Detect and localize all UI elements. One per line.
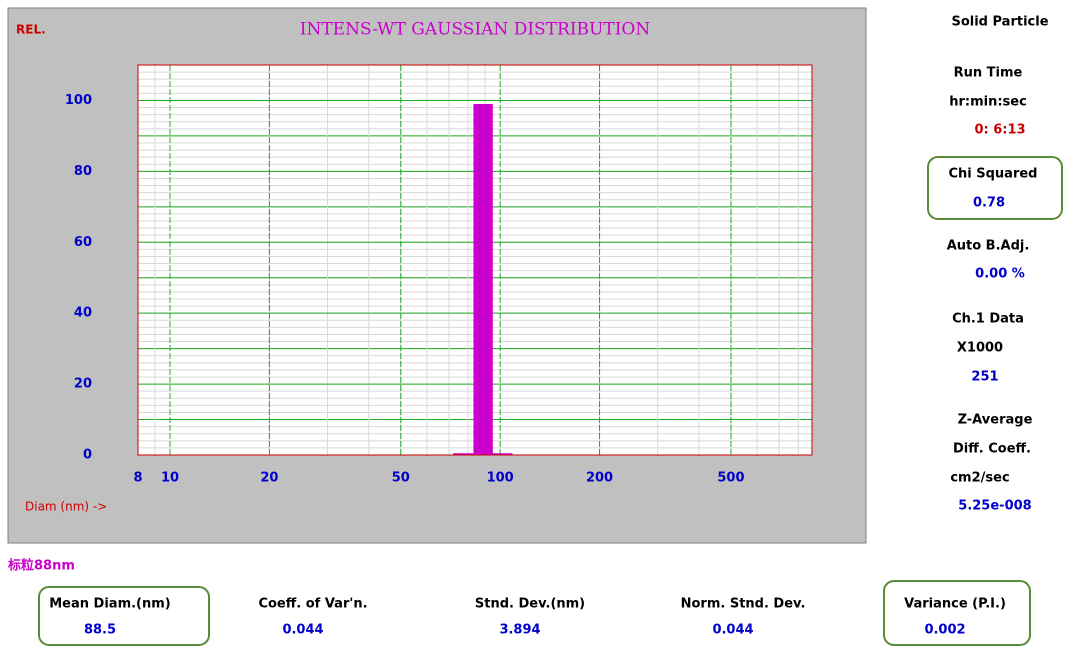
x-tick-label: 500: [717, 471, 744, 486]
x-tick-label: 100: [487, 471, 514, 486]
y-tick-label: 40: [74, 306, 92, 321]
mode: Solid Particle: [951, 15, 1048, 30]
label: cm2/sec: [950, 471, 1009, 486]
label: Z-Average: [958, 413, 1033, 428]
label: Ch.1 Data: [952, 312, 1024, 327]
label: Chi Squared: [948, 167, 1037, 182]
bar: [473, 104, 493, 455]
value: 5.25e-008: [958, 499, 1031, 514]
plot-border: [137, 64, 813, 456]
sample-label: 标粒88nm: [7, 558, 75, 574]
y-tick-label: 60: [74, 235, 92, 250]
result-value: 88.5: [84, 623, 116, 638]
x-tick-label: 20: [260, 471, 278, 486]
label: Run Time: [954, 66, 1023, 81]
result-value: 0.044: [282, 623, 323, 638]
result-label: Stnd. Dev.(nm): [475, 597, 585, 612]
x-tick-label: 200: [586, 471, 613, 486]
label: Diff. Coeff.: [953, 442, 1031, 457]
result-label: Mean Diam.(nm): [49, 597, 171, 612]
result-value: 3.894: [499, 623, 540, 638]
bar: [453, 453, 474, 455]
value: 0.78: [973, 196, 1005, 211]
label: hr:min:sec: [949, 95, 1027, 110]
y-tick-label: 80: [74, 164, 92, 179]
highlight-box: [883, 580, 1031, 646]
highlight-box: [927, 156, 1063, 220]
marks: [453, 104, 513, 455]
result-label: Variance (P.I.): [904, 597, 1006, 612]
result-value: 0.002: [924, 623, 965, 638]
x-label: Diam (nm) ->: [25, 500, 107, 514]
value: 0: 6:13: [974, 123, 1025, 138]
x-tick-label: 50: [392, 471, 410, 486]
value: 251: [971, 370, 998, 385]
label: X1000: [957, 341, 1003, 356]
value: 0.00 %: [975, 267, 1025, 282]
label: Auto B.Adj.: [947, 239, 1030, 254]
x-tick-label: 8: [133, 471, 142, 486]
x-tick-label: 10: [161, 471, 179, 486]
result-label: Norm. Stnd. Dev.: [681, 597, 806, 612]
result-label: Coeff. of Var'n.: [258, 597, 367, 612]
y-tick-label: 100: [65, 93, 92, 108]
result-value: 0.044: [712, 623, 753, 638]
y-tick-label: 20: [74, 377, 92, 392]
y-label: REL.: [16, 23, 46, 37]
bar: [492, 453, 513, 455]
y-tick-label: 0: [83, 448, 92, 463]
results: Mean Diam.(nm) 88.5 Coeff. of Var'n. 0.044 S…: [49, 597, 1006, 638]
chart-title: INTENS-WT GAUSSIAN DISTRIBUTION: [300, 20, 651, 40]
highlight-box: [38, 586, 210, 646]
